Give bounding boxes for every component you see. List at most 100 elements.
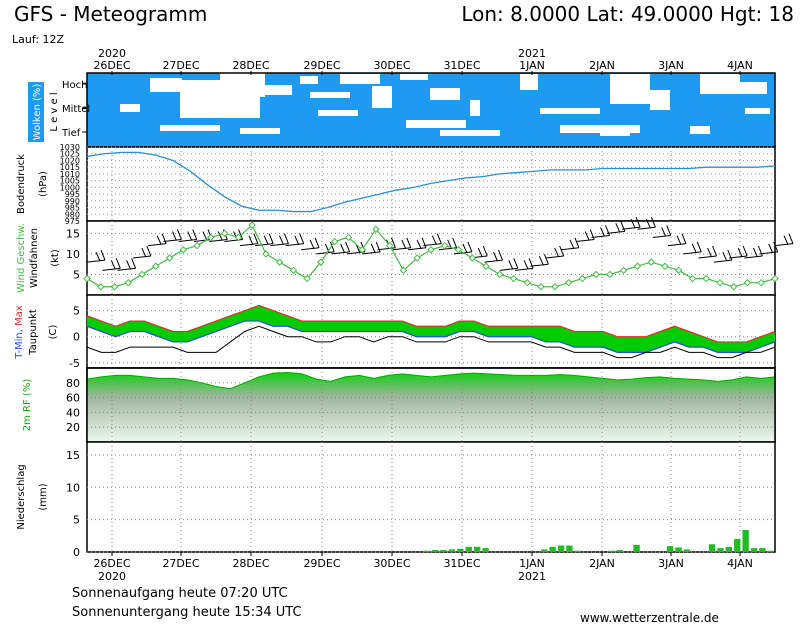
wind-barb-feather [161,233,167,244]
pressure-panel-frame [86,146,776,222]
pressure-unit-label: (hPa) [38,171,49,197]
precip-bar [717,548,724,552]
wind-barb-shaft [560,247,580,251]
wind-speed-marker [220,229,229,238]
precip-bar [725,546,733,552]
wind-barb-feather [345,241,351,253]
wind-barb-feather [146,245,152,257]
wind-speed-marker [358,246,366,254]
day-label-bottom: 26DEC [93,557,130,570]
wind-barb-feather [126,260,132,270]
wind-barb-feather [187,231,193,241]
wind-barb-feather [712,245,718,257]
year-label-bottom: 2020 [98,570,126,583]
humidity-line [86,371,776,390]
wind-tick-label: 15 [66,227,80,240]
cloud-gap [210,96,260,118]
wind-barb-feather [329,241,335,253]
day-label-top: 3JAN [658,59,684,72]
wind-barb-axis-label: Windfahnen [29,228,40,288]
wind-speed-marker [330,237,339,246]
precip-bar [675,547,682,552]
wind-barb-shaft [698,255,717,259]
wind-barb-feather [788,233,794,244]
wind-barb-feather [559,245,565,257]
wind-speed-marker [619,266,628,275]
wind-barb-shaft [209,239,228,243]
wind-panel-frame [86,220,776,296]
wind-barb-shaft [667,243,687,247]
wind-barb-feather [691,243,697,254]
precip-bar [708,544,716,552]
cloud-gap [262,85,292,95]
cloud-gap [400,74,428,80]
wind-barb-shaft [774,243,794,247]
wind-tick-label: 5 [73,268,80,281]
wind-barb-feather [635,217,641,228]
precip-bar [557,545,565,552]
tmin-line [86,320,776,353]
precip-bar [734,539,741,552]
precip-bar [432,550,439,552]
pressure-tick-label: 995 [65,190,80,199]
wind-barb-feather [253,233,259,244]
wind-speed-marker [124,278,132,287]
wind-barb-feather [696,241,702,253]
cloud-gap [318,110,358,116]
wind-barb-feather [131,258,137,269]
wind-barb-shaft [606,230,625,234]
wind-barb-feather [176,229,182,240]
wind-barb-feather [752,247,758,258]
day-label-top: 2JAN [589,59,615,72]
location-coordinates: Lon: 8.0000 Lat: 49.0000 Hgt: 18 [461,2,794,26]
wind-speed-marker [193,241,201,250]
wind-barb-feather [630,219,636,229]
cloud-gap [160,125,220,131]
cloud-gap [520,74,538,90]
wind-barb-feather [528,258,534,269]
wind-barb-shaft [683,251,702,255]
wind-barb-feather [620,221,626,232]
wind-barb-shaft [744,255,763,259]
wind-barb-feather [375,241,381,253]
precip-unit-label: (mm) [38,483,49,510]
day-label-bottom: 3JAN [658,557,684,570]
wind-speed-marker [413,254,421,262]
wind-barb-feather [462,243,468,254]
wind-speed-marker [138,270,146,279]
wind-barb-shaft [178,239,197,243]
pressure-tick-label: 985 [65,204,80,213]
wind-barb-shaft [102,267,121,271]
wind-barb-feather [171,231,177,241]
cloud-gap [340,74,380,84]
page-title: GFS - Meteogramm [14,2,208,26]
precip-panel-frame [86,441,776,553]
wind-barb-feather [268,233,274,244]
precip-bar [549,546,556,552]
wind-barb-feather [742,245,748,257]
day-label-top: 4JAN [727,59,753,72]
precip-bar [473,546,481,552]
wind-speed-marker [83,274,91,283]
wind-barb-feather [513,258,519,269]
wind-barb-feather [645,219,651,229]
cloud-gap [120,104,140,112]
day-label-top: 30DEC [373,59,410,72]
precip-bar [616,550,623,552]
website-credit[interactable]: www.wetterzentrale.de [580,611,719,625]
pressure-tick-label: 1000 [60,183,80,192]
precip-tick-label: 15 [66,449,80,462]
temperature-unit-label: (C) [48,325,59,340]
wind-barb-feather [574,237,580,248]
wind-speed-marker [564,278,573,287]
precip-bar [750,548,758,552]
wind-speed-marker [97,283,105,291]
wind-speed-marker [674,266,683,275]
wind-barb-feather [543,254,549,265]
wind-barb-shaft [515,267,534,271]
wind-barb-feather [661,227,667,237]
wind-barb-feather [248,235,254,245]
wind-speed-marker [399,266,408,275]
wind-barb-feather [115,258,121,269]
